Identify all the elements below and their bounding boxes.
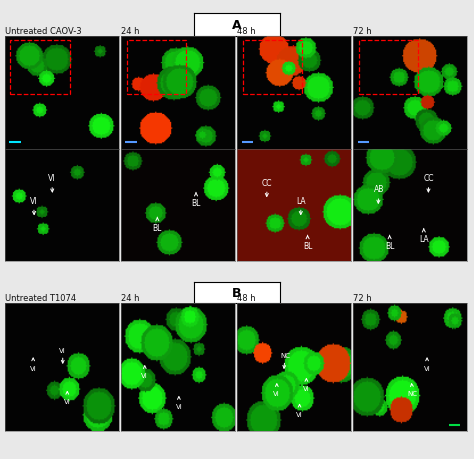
Bar xyxy=(243,41,302,95)
Text: VI: VI xyxy=(30,358,36,371)
Text: 24 h: 24 h xyxy=(121,293,139,302)
Text: BL: BL xyxy=(385,235,394,250)
Text: NC: NC xyxy=(408,384,418,397)
Text: 72 h: 72 h xyxy=(353,27,372,36)
Text: VI: VI xyxy=(175,397,182,409)
Text: VI: VI xyxy=(59,347,66,364)
Text: BL: BL xyxy=(191,193,201,207)
Text: VI: VI xyxy=(303,379,310,392)
Text: Untreated T1074: Untreated T1074 xyxy=(5,293,76,302)
Text: AB: AB xyxy=(374,185,384,204)
Text: VI: VI xyxy=(48,174,55,193)
Text: NC: NC xyxy=(280,352,290,369)
Text: LA: LA xyxy=(419,229,429,243)
Text: 48 h: 48 h xyxy=(237,27,255,36)
Text: VI: VI xyxy=(296,404,303,417)
Text: BL: BL xyxy=(303,235,312,250)
Text: VI: VI xyxy=(30,196,37,215)
Bar xyxy=(359,41,418,95)
Text: 24 h: 24 h xyxy=(121,27,139,36)
Text: A: A xyxy=(232,19,242,32)
Text: 72 h: 72 h xyxy=(353,293,372,302)
Text: CC: CC xyxy=(262,178,273,197)
Text: VI: VI xyxy=(64,392,71,404)
Text: B: B xyxy=(232,286,242,299)
Text: VI: VI xyxy=(141,366,148,379)
Text: Untreated CAOV-3: Untreated CAOV-3 xyxy=(5,27,82,36)
Text: LA: LA xyxy=(296,196,306,215)
Text: BL: BL xyxy=(153,218,162,232)
Bar xyxy=(127,41,186,95)
Text: 48 h: 48 h xyxy=(237,293,255,302)
Text: VI: VI xyxy=(273,384,280,397)
Text: VI: VI xyxy=(424,358,430,371)
Text: CC: CC xyxy=(424,174,434,193)
Bar xyxy=(10,41,70,95)
